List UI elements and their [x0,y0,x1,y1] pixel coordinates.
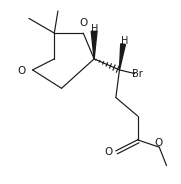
Text: Br: Br [132,69,143,79]
Polygon shape [119,44,125,70]
Polygon shape [91,31,97,59]
Text: O: O [79,18,87,28]
Text: H: H [91,24,99,34]
Text: O: O [154,138,163,148]
Text: O: O [104,147,113,157]
Text: H: H [121,36,129,46]
Text: O: O [18,66,26,76]
